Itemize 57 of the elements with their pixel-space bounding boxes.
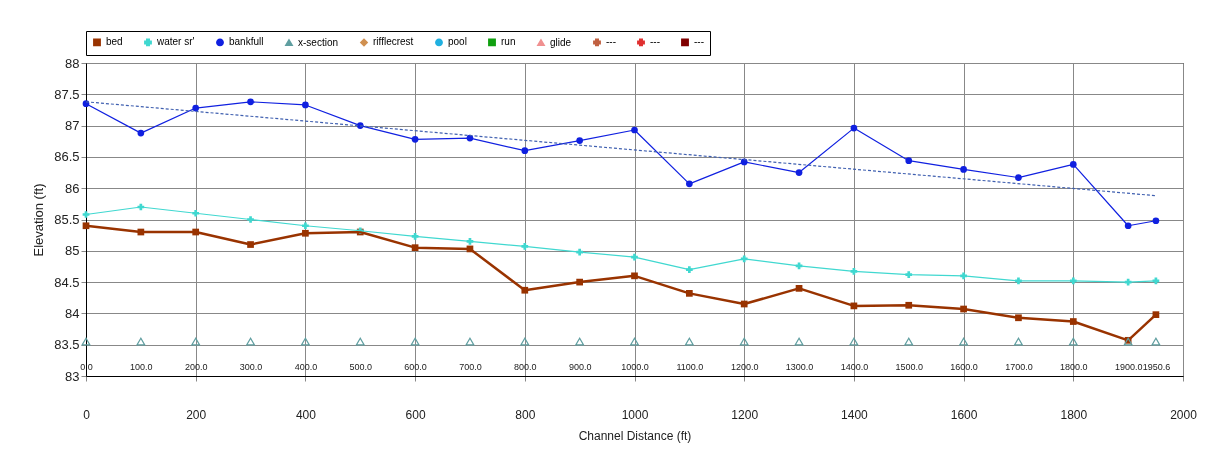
x-tick-label: 0 [83, 407, 91, 422]
x2-tick-label: 1100.0 [676, 361, 704, 372]
y-axis-title: Elevation (ft) [31, 183, 47, 257]
x-tick-label: 200 [186, 407, 207, 422]
legend-label: x-section [298, 36, 339, 48]
x2-tick-label: 1400.0 [840, 361, 869, 372]
x-tick-label: 800 [515, 407, 536, 422]
x2-tick-label: 1900.0 [1114, 361, 1143, 372]
y-tick-label: 85 [65, 243, 80, 259]
legend-label: run [501, 36, 516, 48]
legend-label: water sr' [156, 36, 195, 48]
x2-tick-label: 1800.0 [1060, 361, 1088, 372]
x2-tick-label: 1300.0 [785, 361, 814, 372]
point [1152, 217, 1160, 225]
x2-tick-label: 1600.0 [950, 361, 978, 372]
legend-label: pool [448, 36, 467, 48]
legend-label: glide [550, 36, 572, 48]
point [905, 271, 913, 278]
x-tick-label: 1000 [621, 407, 649, 422]
x2-tick-label: 400.0 [294, 361, 318, 372]
y-tick-label: 85.5 [54, 212, 80, 227]
x2-tick-label: 600.0 [404, 361, 427, 372]
x-tick-label: 1600 [950, 407, 978, 422]
x2-tick-label: 500.0 [349, 361, 373, 372]
y-tick-label: 83 [65, 368, 80, 384]
x2-tick-label: 1200.0 [730, 361, 759, 372]
x2-tick-label: 700.0 [459, 361, 482, 372]
x-tick-label: 600 [405, 407, 426, 422]
y-tick-label: 87.5 [54, 86, 80, 102]
x2-tick-label: 900.0 [568, 361, 592, 372]
y-tick-label: 84 [65, 305, 80, 321]
legend-label: bed [106, 36, 123, 48]
x2-tick-label: 1700.0 [1005, 361, 1033, 372]
x-tick-label: 1800 [1060, 407, 1088, 422]
x-tick-label: 2000 [1170, 407, 1198, 422]
y-tick-label: 87 [65, 118, 80, 134]
legend-label: bankfull [229, 36, 264, 48]
y-tick-label: 84.5 [54, 274, 80, 290]
x2-tick-label: 800.0 [514, 361, 537, 372]
x2-tick-label: 100.0 [130, 361, 153, 372]
x2-tick-label: 1500.0 [895, 361, 924, 372]
legend-label: --- [650, 36, 660, 48]
x2-tick-label: 1000.0 [621, 361, 649, 372]
x-tick-label: 1200 [731, 407, 759, 422]
x-axis-title: Channel Distance (ft) [578, 428, 692, 443]
y-tick-label: 83.5 [54, 337, 80, 353]
x2-tick-label: 200.0 [184, 361, 208, 372]
x2-tick-label: 1950.6 [1142, 361, 1171, 372]
y-tick-label: 86 [65, 180, 80, 196]
y-tick-label: 88 [65, 55, 80, 71]
y-tick-label: 86.5 [54, 149, 80, 165]
x-tick-label: 400 [295, 407, 317, 422]
x-tick-label: 1400 [841, 407, 869, 422]
legend-label: rifflecrest [373, 36, 414, 48]
legend-label: --- [606, 36, 616, 48]
x2-tick-label: 300.0 [239, 361, 263, 372]
legend-label: --- [694, 36, 704, 48]
